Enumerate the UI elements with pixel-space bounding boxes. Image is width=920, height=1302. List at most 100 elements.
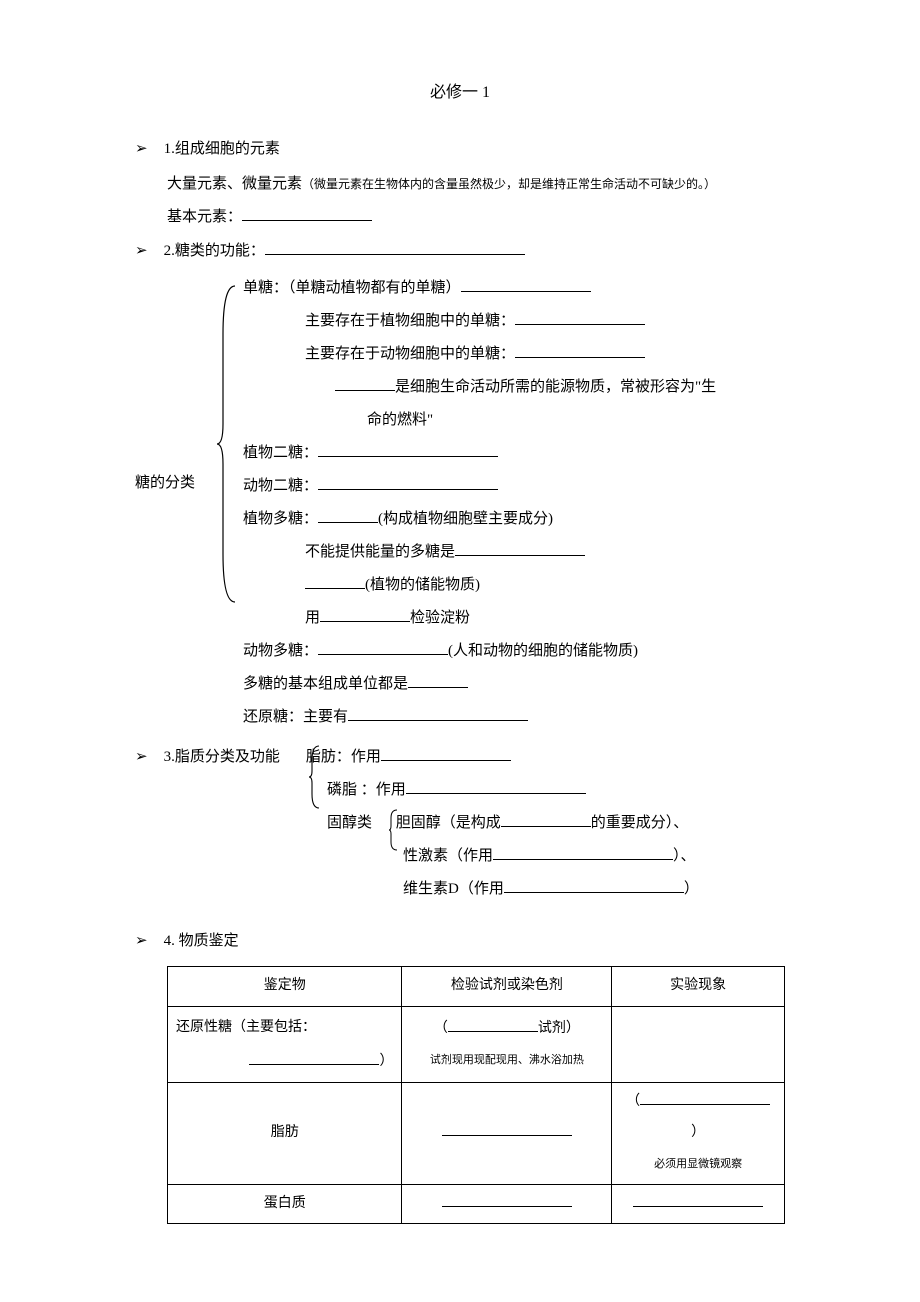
sterol-line: 固醇类 胆固醇（是构成 的重要成分）、 — [135, 807, 785, 840]
plant-poly-tail: (构成植物细胞壁主要成分) — [378, 511, 553, 527]
arrow-icon: ➢ — [135, 132, 148, 165]
chol-a: 胆固醇（是构成 — [396, 815, 501, 831]
blank-field — [455, 541, 585, 556]
phospho-line: 磷脂 ：作用 — [135, 774, 785, 807]
blank-field — [448, 1018, 538, 1032]
hormone-a: 性激素（作用 — [403, 848, 493, 864]
cell-reagent-sugar: （ 试剂） 试剂现用现配现用、沸水浴加热 — [402, 1006, 612, 1082]
arrow-icon: ➢ — [135, 740, 148, 773]
r1b1: （ — [434, 1021, 448, 1036]
blank-field — [633, 1193, 763, 1207]
blank-field — [442, 1122, 572, 1136]
energy-text1: 是细胞生命活动所需的能源物质，常被形容为"生 — [395, 379, 716, 395]
s1-heading-text: 1.组成细胞的元素 — [164, 133, 280, 166]
identification-table-wrapper: 鉴定物 检验试剂或染色剂 实验现象 还原性糖（主要包括： ） （ 试剂） 试剂现用… — [135, 966, 785, 1224]
s1-line1b: （微量元素在生物体内的含量虽然极少，却是维持正常生命活动不可缺少的。） — [302, 177, 716, 191]
r1b2: 试剂） — [538, 1021, 580, 1036]
blank-field — [242, 206, 372, 221]
energy-text2: 命的燃料" — [367, 412, 433, 428]
blank-field — [493, 845, 673, 860]
page-title: 必修一 1 — [135, 75, 785, 110]
cell-reducing-sugar: 还原性糖（主要包括： ） — [168, 1006, 402, 1082]
table-row: 还原性糖（主要包括： ） （ 试剂） 试剂现用现配现用、沸水浴加热 — [168, 1006, 785, 1082]
table-row: 脂肪 （ ） 必须用显微镜观察 — [168, 1083, 785, 1184]
hormone-b: ）、 — [673, 848, 696, 864]
animal-mono-text: 主要存在于动物细胞中的单糖： — [305, 346, 515, 362]
cell-reagent-fat — [402, 1083, 612, 1184]
blank-field — [515, 310, 645, 325]
s3-heading-text: 3.脂质分类及功能 — [164, 741, 280, 774]
section-2-heading: ➢ 2.糖类的功能： — [135, 234, 785, 268]
poly-unit-text: 多糖的基本组成单位都是 — [243, 676, 408, 692]
sugar-label: 糖的分类 — [135, 467, 195, 500]
vitd-b: ） — [684, 881, 699, 897]
s4-heading-text: 4. 物质鉴定 — [164, 925, 239, 958]
r1b3: 试剂现用现配现用、沸水浴加热 — [430, 1054, 584, 1066]
blank-field — [381, 746, 511, 761]
th-result: 实验现象 — [612, 967, 785, 1007]
blank-field — [305, 574, 365, 589]
section-3-heading: ➢ 3.脂质分类及功能 脂肪：作用 — [135, 740, 785, 774]
storage-text: (植物的储能物质) — [365, 577, 480, 593]
test-pre: 用 — [305, 610, 320, 626]
identification-table: 鉴定物 检验试剂或染色剂 实验现象 还原性糖（主要包括： ） （ 试剂） 试剂现用… — [167, 966, 785, 1224]
section-4-heading: ➢ 4. 物质鉴定 — [135, 924, 785, 958]
blank-field — [318, 640, 448, 655]
s2-heading-text: 2.糖类的功能： — [164, 235, 265, 268]
sugar-classification: 糖的分类 单糖：（单糖动植物都有的单糖） 主要存在于植物细胞中的单糖： 主要存在… — [135, 272, 785, 734]
plant-mono-text: 主要存在于植物细胞中的单糖： — [305, 313, 515, 329]
animal-di-text: 动物二糖： — [243, 478, 318, 494]
section-1-heading: ➢ 1.组成细胞的元素 — [135, 132, 785, 166]
mono-text: 单糖：（单糖动植物都有的单糖） — [243, 280, 461, 296]
arrow-icon: ➢ — [135, 924, 148, 957]
chol-b: 的重要成分）、 — [591, 815, 689, 831]
plant-di-text: 植物二糖： — [243, 445, 318, 461]
animal-poly-line: 动物多糖： (人和动物的细胞的储能物质) — [135, 635, 785, 668]
blank-field — [318, 475, 498, 490]
blank-field — [515, 343, 645, 358]
blank-field — [320, 607, 410, 622]
cell-result-sugar — [612, 1006, 785, 1082]
brace-icon — [215, 284, 237, 604]
brace-icon — [387, 808, 399, 852]
blank-field — [501, 812, 591, 827]
r1-close: ） — [379, 1054, 393, 1069]
blank-field — [406, 779, 586, 794]
chol-line: 胆固醇（是构成 的重要成分）、 — [396, 815, 689, 831]
vitd-a: 维生素D（作用 — [403, 881, 504, 897]
cell-result-fat: （ ） 必须用显微镜观察 — [612, 1083, 785, 1184]
arrow-icon: ➢ — [135, 234, 148, 267]
animal-poly-text: 动物多糖： — [243, 643, 318, 659]
plant-poly-text: 植物多糖： — [243, 511, 318, 527]
s1-line1a: 大量元素、微量元素 — [167, 176, 302, 192]
th-reagent: 检验试剂或染色剂 — [402, 967, 612, 1007]
cell-protein: 蛋白质 — [168, 1184, 402, 1224]
blank-field — [461, 277, 591, 292]
reducing-text: 还原糖：主要有 — [243, 709, 348, 725]
blank-field — [265, 240, 525, 255]
table-row: 鉴定物 检验试剂或染色剂 实验现象 — [168, 967, 785, 1007]
fat-line: 脂肪：作用 — [306, 741, 511, 774]
lipid-section: ➢ 3.脂质分类及功能 脂肪：作用 磷脂 ：作用 固醇类 胆固醇（是构成 的重要成… — [135, 740, 785, 906]
blank-field — [348, 706, 528, 721]
blank-field — [442, 1193, 572, 1207]
cell-fat: 脂肪 — [168, 1083, 402, 1184]
brace-icon — [307, 744, 321, 810]
animal-poly-tail: (人和动物的细胞的储能物质) — [448, 643, 638, 659]
cell-result-protein — [612, 1184, 785, 1224]
r2c1: （ — [626, 1094, 640, 1109]
s1-line1: 大量元素、微量元素（微量元素在生物体内的含量虽然极少，却是维持正常生命活动不可缺… — [135, 168, 785, 201]
blank-field — [335, 376, 395, 391]
blank-field — [318, 508, 378, 523]
s1-line2-text: 基本元素： — [167, 209, 242, 225]
r2c3: 必须用显微镜观察 — [654, 1158, 742, 1170]
reducing-line: 还原糖：主要有 — [135, 701, 785, 734]
sterol-text: 固醇类 — [327, 815, 372, 831]
s1-line2: 基本元素： — [135, 201, 785, 234]
th-substance: 鉴定物 — [168, 967, 402, 1007]
poly-unit-line: 多糖的基本组成单位都是 — [135, 668, 785, 701]
no-energy-text: 不能提供能量的多糖是 — [305, 544, 455, 560]
r2c2: ） — [691, 1125, 705, 1140]
test-post: 检验淀粉 — [410, 610, 470, 626]
blank-field — [318, 442, 498, 457]
